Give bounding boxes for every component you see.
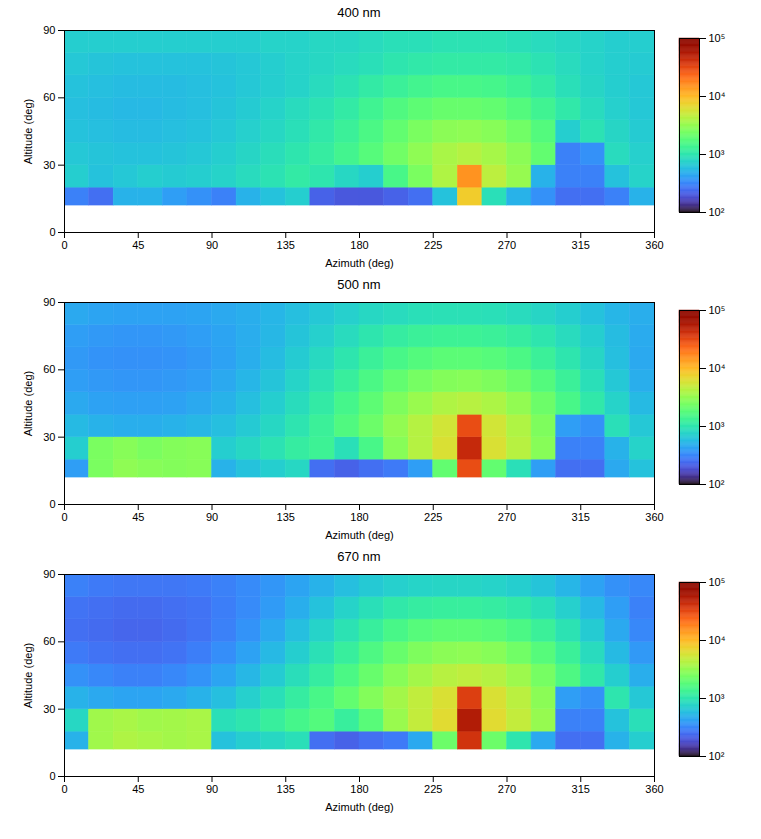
svg-text:315: 315 bbox=[572, 783, 590, 795]
svg-text:180: 180 bbox=[350, 783, 368, 795]
svg-text:10⁴: 10⁴ bbox=[709, 362, 726, 374]
svg-text:0: 0 bbox=[61, 511, 67, 523]
svg-text:10⁴: 10⁴ bbox=[709, 634, 726, 646]
svg-text:0: 0 bbox=[49, 770, 55, 782]
svg-text:10²: 10² bbox=[709, 750, 725, 762]
svg-text:Altitude (deg): Altitude (deg) bbox=[22, 99, 34, 164]
svg-text:135: 135 bbox=[277, 239, 295, 251]
svg-text:10²: 10² bbox=[709, 478, 725, 490]
svg-text:45: 45 bbox=[132, 239, 144, 251]
svg-text:360: 360 bbox=[645, 783, 663, 795]
svg-text:360: 360 bbox=[645, 239, 663, 251]
svg-text:90: 90 bbox=[206, 511, 218, 523]
svg-text:0: 0 bbox=[61, 239, 67, 251]
svg-text:90: 90 bbox=[43, 568, 55, 580]
svg-text:360: 360 bbox=[645, 511, 663, 523]
svg-text:30: 30 bbox=[43, 159, 55, 171]
svg-text:90: 90 bbox=[206, 239, 218, 251]
svg-text:30: 30 bbox=[43, 431, 55, 443]
svg-text:270: 270 bbox=[498, 511, 516, 523]
svg-text:Altitude (deg): Altitude (deg) bbox=[22, 371, 34, 436]
svg-text:0: 0 bbox=[61, 783, 67, 795]
svg-text:90: 90 bbox=[206, 783, 218, 795]
svg-text:30: 30 bbox=[43, 703, 55, 715]
svg-text:10³: 10³ bbox=[709, 148, 725, 160]
svg-text:Azimuth (deg): Azimuth (deg) bbox=[325, 257, 393, 269]
svg-text:60: 60 bbox=[43, 91, 55, 103]
svg-text:0: 0 bbox=[49, 226, 55, 238]
svg-text:90: 90 bbox=[43, 296, 55, 308]
svg-text:10³: 10³ bbox=[709, 420, 725, 432]
svg-text:10³: 10³ bbox=[709, 692, 725, 704]
svg-text:270: 270 bbox=[498, 783, 516, 795]
html-text:670 nm: 670 nm bbox=[337, 549, 381, 564]
svg-text:225: 225 bbox=[424, 783, 442, 795]
svg-text:270: 270 bbox=[498, 239, 516, 251]
svg-text:135: 135 bbox=[277, 783, 295, 795]
svg-text:10⁵: 10⁵ bbox=[709, 304, 726, 316]
svg-text:10⁴: 10⁴ bbox=[709, 90, 726, 102]
svg-text:10²: 10² bbox=[709, 206, 725, 218]
svg-text:60: 60 bbox=[43, 363, 55, 375]
svg-text:90: 90 bbox=[43, 24, 55, 36]
svg-text:135: 135 bbox=[277, 511, 295, 523]
svg-text:0: 0 bbox=[49, 498, 55, 510]
svg-text:225: 225 bbox=[424, 239, 442, 251]
svg-text:315: 315 bbox=[572, 239, 590, 251]
svg-text:180: 180 bbox=[350, 239, 368, 251]
svg-text:Azimuth (deg): Azimuth (deg) bbox=[325, 529, 393, 541]
svg-text:10⁵: 10⁵ bbox=[709, 576, 726, 588]
svg-text:10⁵: 10⁵ bbox=[709, 32, 726, 44]
svg-text:45: 45 bbox=[132, 783, 144, 795]
svg-text:180: 180 bbox=[350, 511, 368, 523]
svg-text:Azimuth (deg): Azimuth (deg) bbox=[325, 801, 393, 813]
svg-text:225: 225 bbox=[424, 511, 442, 523]
svg-text:Altitude (deg): Altitude (deg) bbox=[22, 643, 34, 708]
html-text:500 nm: 500 nm bbox=[337, 277, 381, 292]
html-text:400 nm: 400 nm bbox=[337, 5, 381, 20]
svg-text:315: 315 bbox=[572, 511, 590, 523]
svg-text:60: 60 bbox=[43, 635, 55, 647]
svg-text:45: 45 bbox=[132, 511, 144, 523]
